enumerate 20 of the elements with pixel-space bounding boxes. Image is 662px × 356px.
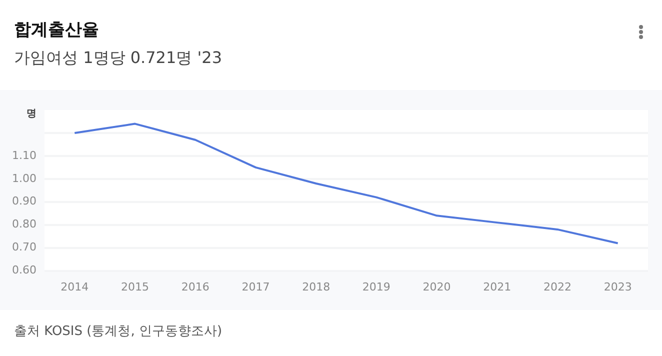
x-tick-label: 2016 — [181, 280, 210, 294]
y-tick-label: 0.70 — [12, 240, 36, 254]
y-axis-title: 명 — [26, 108, 36, 120]
y-tick-label: 0.80 — [12, 218, 36, 231]
source-note: 출처 KOSIS (통계청, 인구동향조사) — [14, 323, 222, 340]
y-tick-label: 1.10 — [12, 148, 36, 162]
y-tick-label: 0.90 — [12, 194, 36, 208]
x-tick-label: 2017 — [242, 280, 270, 294]
x-tick-label: 2015 — [121, 280, 150, 294]
x-tick-label: 2023 — [604, 280, 632, 294]
x-tick-label: 2014 — [60, 280, 89, 294]
x-tick-label: 2022 — [543, 280, 572, 294]
x-tick-label: 2018 — [302, 280, 330, 294]
chart-subtitle: 가임여성 1명당 0.721명 '23 — [14, 48, 222, 69]
x-tick-label: 2020 — [422, 280, 451, 294]
y-tick-label: 0.60 — [12, 264, 36, 277]
x-tick-label: 2021 — [483, 280, 512, 294]
x-tick-label: 2019 — [362, 280, 390, 294]
y-tick-label: 1.00 — [12, 172, 36, 185]
chart-title: 합계출산율 — [14, 19, 99, 41]
